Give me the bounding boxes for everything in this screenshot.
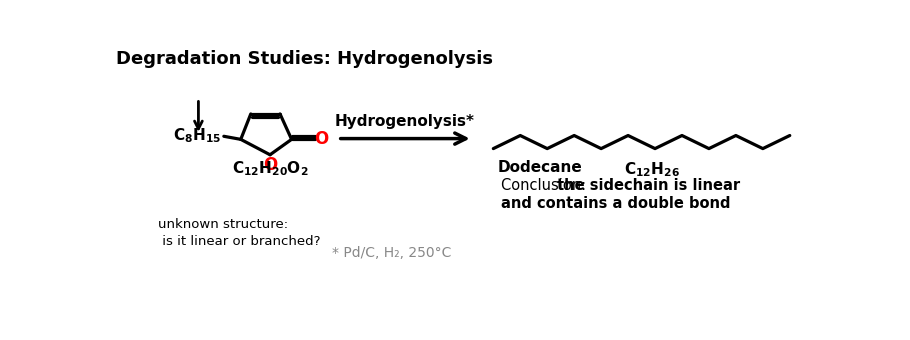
Text: Hydrogenolysis*: Hydrogenolysis* xyxy=(335,114,475,129)
Text: Conclusion:: Conclusion: xyxy=(501,178,591,193)
Text: the sidechain is linear: the sidechain is linear xyxy=(557,178,741,193)
Text: and contains a double bond: and contains a double bond xyxy=(501,196,731,211)
Text: $\mathbf{C_{12}H_{26}}$: $\mathbf{C_{12}H_{26}}$ xyxy=(624,160,680,179)
Text: O: O xyxy=(263,155,278,173)
Text: * Pd/C, H₂, 250°C: * Pd/C, H₂, 250°C xyxy=(331,246,451,260)
Text: unknown structure:
 is it linear or branched?: unknown structure: is it linear or branc… xyxy=(158,218,321,248)
Text: $\mathbf{C_{12}H_{20}O_2}$: $\mathbf{C_{12}H_{20}O_2}$ xyxy=(232,159,308,178)
Text: $\mathbf{C_8H_{15}}$: $\mathbf{C_8H_{15}}$ xyxy=(173,126,221,145)
Text: Degradation Studies: Hydrogenolysis: Degradation Studies: Hydrogenolysis xyxy=(116,50,493,68)
Text: Dodecane: Dodecane xyxy=(497,160,581,175)
Text: O: O xyxy=(315,130,329,148)
